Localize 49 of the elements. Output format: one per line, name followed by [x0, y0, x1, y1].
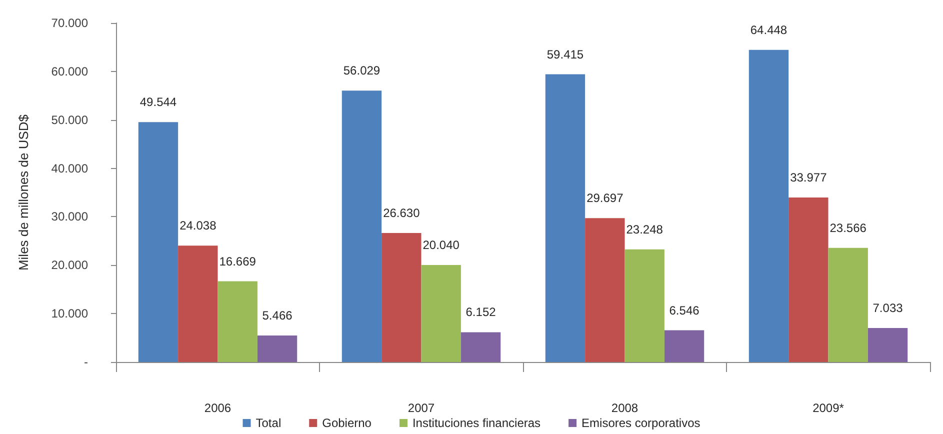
y-tick-label: 10.000	[51, 306, 88, 321]
data-label: 33.977	[790, 170, 828, 184]
bar	[748, 50, 789, 362]
data-label: 29.697	[586, 191, 624, 206]
bar	[178, 246, 218, 362]
y-tick-label: 60.000	[51, 64, 88, 78]
legend-label: Emisores corporativos	[582, 416, 700, 430]
bar	[421, 264, 461, 362]
bar	[382, 233, 422, 362]
y-tick-label: 50.000	[51, 112, 88, 127]
bar	[218, 281, 258, 362]
data-label: 5.466	[262, 308, 293, 323]
bar	[138, 122, 178, 362]
data-label: 6.152	[466, 305, 496, 320]
y-tick-label: 30.000	[51, 210, 88, 224]
bar	[788, 197, 828, 362]
data-label: 23.248	[626, 222, 664, 236]
bar	[460, 332, 501, 362]
y-tick-label: 40.000	[51, 161, 88, 176]
data-label: 24.038	[180, 218, 217, 233]
bar	[257, 336, 298, 362]
data-label: 20.040	[422, 238, 460, 252]
y-axis-title: Miles de millones de USD$	[16, 114, 31, 271]
data-label: 7.033	[872, 300, 904, 315]
x-tick-label: 2007	[408, 401, 435, 415]
data-label: 16.669	[219, 254, 256, 268]
bar	[585, 218, 625, 362]
legend-label: Total	[256, 416, 282, 430]
data-label: 49.544	[140, 95, 177, 110]
bar	[342, 90, 382, 362]
bar	[664, 330, 704, 362]
legend-label: Instituciones financieras	[412, 416, 541, 430]
data-label: 26.630	[383, 206, 420, 220]
data-label: 64.448	[750, 22, 788, 37]
bar	[624, 249, 664, 362]
y-tick-label: -	[84, 355, 88, 369]
bar	[828, 248, 868, 362]
data-label: 6.546	[669, 303, 700, 318]
x-tick-label: 2008	[611, 401, 638, 415]
data-label: 56.029	[343, 64, 380, 78]
bar	[868, 328, 908, 362]
y-tick-label: 70.000	[51, 16, 88, 30]
legend-label: Gobierno	[322, 416, 372, 430]
bar	[545, 74, 586, 362]
x-tick-label: 2009*	[812, 401, 844, 415]
y-tick-label: 20.000	[51, 258, 88, 272]
x-tick-label: 2006	[204, 401, 232, 415]
data-label: 23.566	[830, 220, 867, 235]
data-label: 59.415	[546, 47, 584, 62]
